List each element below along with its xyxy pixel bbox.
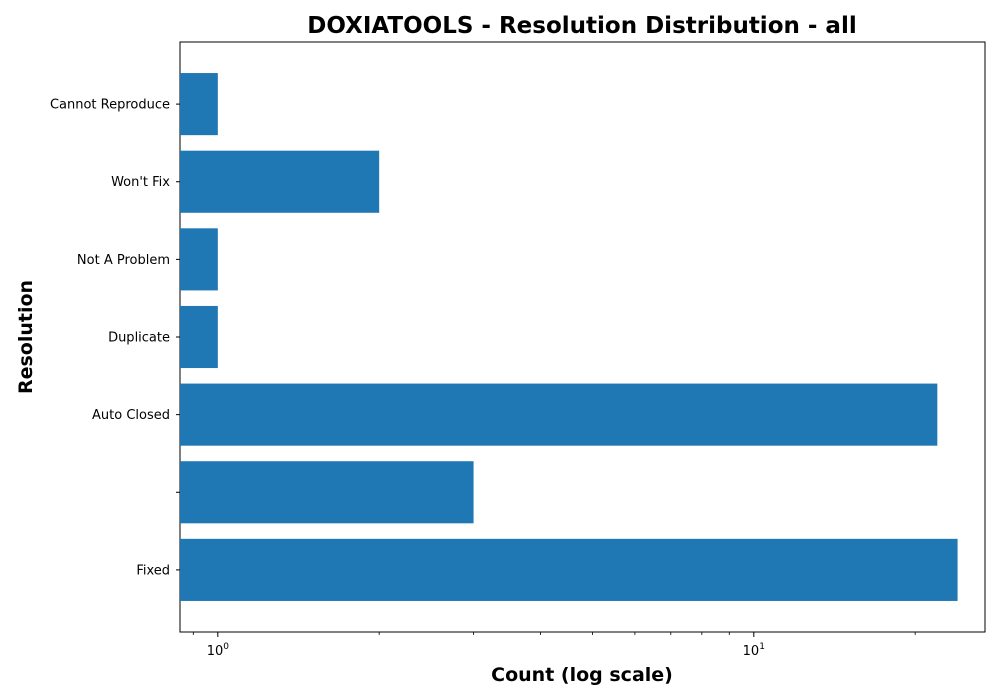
- y-axis-label: Resolution: [15, 280, 37, 394]
- x-tick-label: 101: [743, 642, 765, 659]
- y-tick-label: Auto Closed: [92, 408, 170, 423]
- x-tick-label: 100: [207, 642, 230, 659]
- bar: [180, 305, 218, 369]
- bars-group: [180, 73, 958, 601]
- y-axis-ticks: Fixed Auto Closed Duplicate Not A Problem Wo…: [50, 98, 180, 578]
- bar: [180, 538, 958, 601]
- x-axis-label: Count (log scale): [491, 664, 673, 686]
- x-axis-ticks: 100 101: [192, 632, 916, 659]
- y-tick-label: Fixed: [136, 563, 170, 578]
- bar: [180, 461, 474, 524]
- y-tick-label: Cannot Reproduce: [50, 98, 170, 113]
- bar: [180, 150, 380, 213]
- y-tick-label: Not A Problem: [77, 253, 170, 268]
- y-tick-label: Won't Fix: [111, 175, 170, 190]
- bar: [180, 383, 938, 446]
- bar: [180, 73, 218, 136]
- bar: [180, 228, 218, 291]
- y-tick-label: Duplicate: [108, 331, 170, 346]
- chart-title: DOXIATOOLS - Resolution Distribution - a…: [307, 13, 856, 39]
